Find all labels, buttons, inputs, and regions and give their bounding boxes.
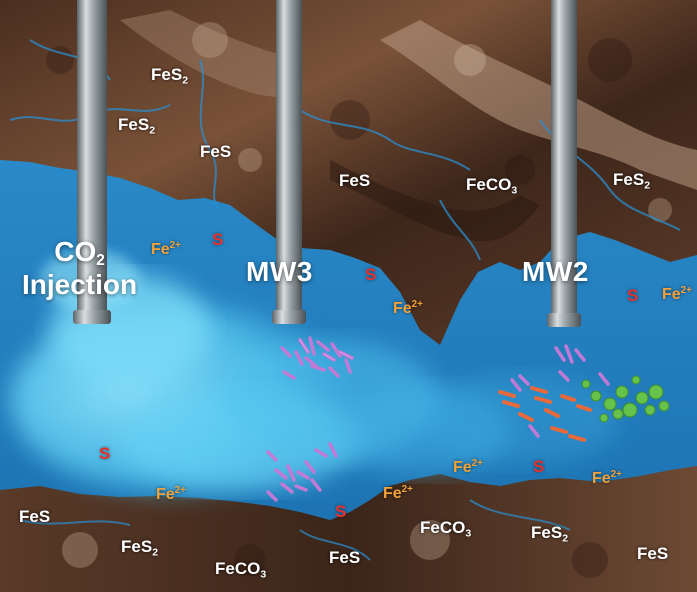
co2-text: CO <box>54 236 97 267</box>
rock-band-light <box>380 20 697 190</box>
well-mw2 <box>547 0 581 327</box>
microbe-cluster-mw2 <box>498 344 670 442</box>
co2-injection-label: CO2 Injection <box>22 236 138 301</box>
rock-speckle <box>46 22 672 222</box>
ferrous-ion-label: Fe2+ <box>453 458 483 476</box>
mineral-label-fes: FeS <box>329 548 361 567</box>
mineral-label-feco3: FeCO3 <box>420 518 472 540</box>
sulfur-label: S <box>212 230 224 249</box>
ferrous-ion-label: Fe2+ <box>156 485 186 503</box>
sulfur-label: S <box>533 457 545 476</box>
co2-plume <box>10 250 620 495</box>
ferrous-ion-label: Fe2+ <box>383 484 413 502</box>
sulfur-label: S <box>335 502 347 521</box>
mineral-label-fes2: FeS2 <box>121 537 159 559</box>
mineral-label-fes: FeS <box>200 142 232 161</box>
co2-subscript: 2 <box>96 251 105 269</box>
mineral-label-fes: FeS <box>339 171 371 190</box>
ferrous-ion-label: Fe2+ <box>592 469 622 487</box>
microbe-cluster-mw3-upper <box>280 336 354 380</box>
injection-text: Injection <box>22 268 138 300</box>
mineral-label-fes2: FeS2 <box>613 170 651 192</box>
mineral-label-fes2: FeS2 <box>151 65 189 87</box>
mineral-label-fes2: FeS2 <box>531 523 569 545</box>
sulfur-label: S <box>627 286 639 305</box>
well-mw3 <box>272 0 306 324</box>
microbe-cluster-mw3-lower <box>266 442 338 502</box>
mineral-label-feco3: FeCO3 <box>215 559 267 581</box>
mw3-label: MW3 <box>246 256 313 287</box>
ferrous-ion-label: Fe2+ <box>393 299 423 317</box>
sulfur-label: S <box>365 265 377 284</box>
ferrous-ion-label: Fe2+ <box>662 285 692 303</box>
rock-band-light-2 <box>120 10 300 100</box>
lower-rock-speckle <box>62 520 608 578</box>
well-co2-injection <box>73 0 111 324</box>
mw2-label: MW2 <box>522 256 589 287</box>
sulfur-label: S <box>99 444 111 463</box>
ferrous-ion-label: Fe2+ <box>151 240 181 258</box>
mineral-label-feco3: FeCO3 <box>466 175 518 197</box>
mineral-label-fes: FeS <box>637 544 669 563</box>
mineral-label-fes2: FeS2 <box>118 115 156 137</box>
lower-rock-layer <box>0 466 697 592</box>
mineral-label-fes: FeS <box>19 507 51 526</box>
rock-band-dark <box>330 160 540 242</box>
fluid-veins-lower <box>19 499 571 561</box>
